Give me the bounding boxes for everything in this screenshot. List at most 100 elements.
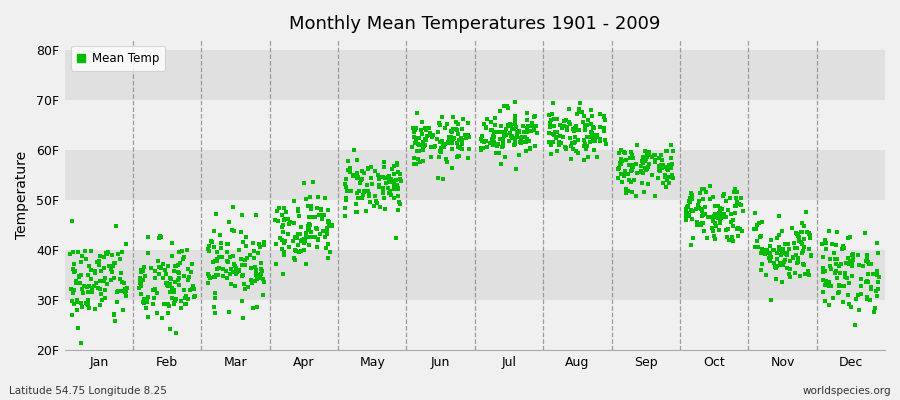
Point <box>497 133 511 140</box>
Point <box>424 144 438 150</box>
Point <box>797 262 812 268</box>
Point <box>796 248 811 254</box>
Point <box>187 286 202 292</box>
Point <box>201 280 215 286</box>
Point <box>647 152 662 158</box>
Point <box>832 289 847 295</box>
Point <box>619 156 634 163</box>
Point <box>175 248 189 254</box>
Point <box>171 262 185 268</box>
Point <box>238 257 253 264</box>
Point <box>854 276 868 282</box>
Point <box>117 280 131 286</box>
Point <box>418 127 433 134</box>
Point <box>314 212 328 218</box>
Point <box>422 130 436 136</box>
Point <box>120 284 134 291</box>
Point <box>133 269 148 275</box>
Point <box>180 246 194 253</box>
Point <box>614 160 628 166</box>
Point <box>589 136 603 143</box>
Point <box>75 304 89 310</box>
Point <box>448 126 463 132</box>
Point <box>414 126 428 133</box>
Point <box>449 140 464 146</box>
Point <box>177 301 192 307</box>
Point <box>302 242 316 248</box>
Point <box>652 163 666 170</box>
Point <box>584 134 598 140</box>
Point <box>758 251 772 258</box>
Point <box>625 149 639 155</box>
Point <box>382 175 396 181</box>
Point <box>107 274 122 281</box>
Point <box>362 193 376 199</box>
Point <box>476 139 491 145</box>
Point <box>707 213 722 219</box>
Point <box>826 295 841 301</box>
Point <box>778 250 793 257</box>
Point <box>359 181 374 188</box>
Point <box>392 199 407 206</box>
Point <box>480 116 494 122</box>
Point <box>377 195 392 201</box>
Point <box>779 250 794 256</box>
Point <box>653 162 668 168</box>
Point <box>64 286 78 292</box>
Point <box>619 186 634 192</box>
Point <box>520 117 535 124</box>
Point <box>108 317 122 324</box>
Point <box>562 106 576 113</box>
Point <box>451 121 465 128</box>
Point <box>63 250 77 257</box>
Point <box>626 162 640 168</box>
Point <box>79 284 94 290</box>
Point <box>137 264 151 270</box>
Point <box>412 142 427 148</box>
Point <box>549 135 563 141</box>
Point <box>384 176 399 182</box>
Point <box>407 134 421 140</box>
Point <box>436 144 451 150</box>
Point <box>228 263 242 269</box>
Point <box>792 234 806 240</box>
Point <box>235 314 249 321</box>
Point <box>74 272 88 278</box>
Point <box>222 219 237 225</box>
Point <box>580 154 595 160</box>
Point <box>508 113 522 120</box>
Point <box>390 162 404 168</box>
Point <box>549 148 563 155</box>
Point <box>281 231 295 237</box>
Point <box>487 139 501 146</box>
Point <box>713 220 727 226</box>
Point <box>282 221 296 228</box>
Point <box>870 272 885 279</box>
Point <box>378 180 392 186</box>
Point <box>65 311 79 318</box>
Point <box>320 228 335 234</box>
Point <box>728 203 742 209</box>
Point <box>500 103 514 110</box>
Point <box>432 138 446 145</box>
Point <box>382 172 396 179</box>
Point <box>748 244 762 250</box>
Point <box>494 122 508 129</box>
Point <box>556 134 571 140</box>
Point <box>180 277 194 284</box>
Point <box>659 164 673 170</box>
Point <box>107 260 122 266</box>
Point <box>830 256 844 262</box>
Point <box>795 241 809 247</box>
Point <box>257 242 272 248</box>
Point <box>866 271 880 278</box>
Point <box>495 144 509 150</box>
Point <box>842 280 856 286</box>
Point <box>707 203 722 210</box>
Point <box>577 141 591 147</box>
Point <box>164 276 178 282</box>
Point <box>645 154 660 160</box>
Point <box>291 242 305 248</box>
Point <box>683 195 698 202</box>
Point <box>712 227 726 233</box>
